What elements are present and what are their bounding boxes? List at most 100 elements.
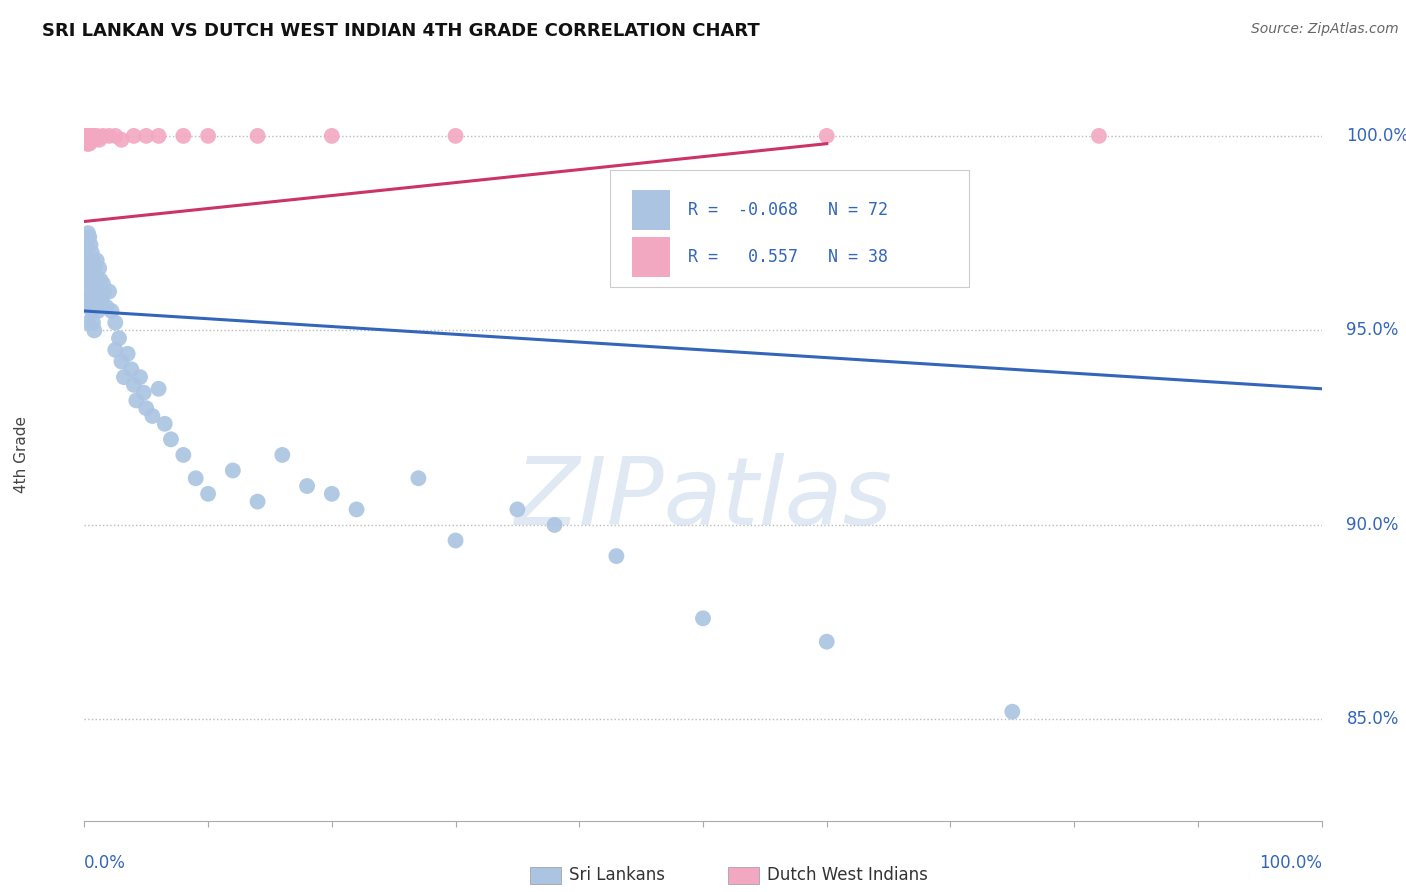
Point: [91, 128, 114, 143]
Point: [79, 237, 101, 252]
Point: [82, 253, 104, 268]
Point: [91, 277, 114, 291]
Point: [79, 128, 101, 143]
Point: [79, 128, 101, 143]
Text: 100.0%: 100.0%: [1347, 127, 1406, 145]
Point: [75, 133, 97, 147]
Point: [141, 409, 163, 423]
Point: [77, 253, 100, 268]
Point: [104, 343, 127, 357]
Point: [246, 128, 269, 143]
Point: [110, 354, 132, 368]
Point: [93, 285, 115, 299]
Point: [125, 393, 148, 408]
Point: [77, 285, 100, 299]
Point: [76, 133, 98, 147]
Point: [82, 285, 104, 299]
Point: [197, 128, 219, 143]
Point: [77, 133, 100, 147]
Point: [122, 128, 145, 143]
Point: [543, 518, 565, 533]
Point: [444, 128, 467, 143]
Point: [83, 293, 105, 307]
Bar: [530, 867, 561, 884]
Point: [77, 133, 100, 147]
Point: [83, 261, 105, 276]
Point: [246, 494, 269, 508]
Text: ZIPatlas: ZIPatlas: [515, 453, 891, 544]
FancyBboxPatch shape: [610, 169, 969, 286]
Point: [76, 133, 98, 147]
Point: [104, 316, 127, 330]
Point: [84, 268, 107, 283]
Point: [98, 285, 121, 299]
Point: [83, 323, 105, 337]
Point: [108, 331, 131, 345]
Point: [80, 128, 103, 143]
Point: [76, 293, 98, 307]
Point: [80, 133, 103, 147]
Point: [79, 136, 101, 151]
Point: [1001, 705, 1024, 719]
Point: [135, 128, 157, 143]
Point: [184, 471, 207, 485]
Text: Source: ZipAtlas.com: Source: ZipAtlas.com: [1251, 22, 1399, 37]
Point: [605, 549, 627, 563]
Point: [80, 304, 103, 318]
Point: [271, 448, 294, 462]
Text: 85.0%: 85.0%: [1347, 711, 1399, 729]
Point: [89, 293, 111, 307]
Point: [75, 133, 97, 147]
Text: R =  -0.068   N = 72: R = -0.068 N = 72: [688, 201, 889, 219]
Text: R =   0.557   N = 38: R = 0.557 N = 38: [688, 248, 889, 266]
Point: [129, 370, 152, 384]
Point: [100, 304, 122, 318]
Point: [122, 377, 145, 392]
Point: [80, 277, 103, 291]
Text: Dutch West Indians: Dutch West Indians: [768, 866, 928, 885]
Point: [408, 471, 430, 485]
Bar: [633, 236, 669, 277]
Text: 100.0%: 100.0%: [1258, 854, 1322, 871]
Point: [321, 487, 343, 501]
Point: [87, 277, 110, 291]
Point: [89, 261, 111, 276]
Point: [117, 347, 139, 361]
Point: [90, 293, 112, 307]
Point: [75, 245, 97, 260]
Point: [76, 128, 98, 143]
Point: [148, 382, 170, 396]
Point: [79, 300, 101, 314]
Point: [112, 370, 135, 384]
Point: [172, 128, 194, 143]
Point: [104, 128, 127, 143]
Point: [1088, 128, 1111, 143]
Point: [815, 128, 838, 143]
Text: 90.0%: 90.0%: [1347, 516, 1399, 534]
Point: [77, 128, 100, 143]
Point: [98, 128, 121, 143]
Point: [89, 133, 111, 147]
Point: [75, 128, 97, 143]
Point: [79, 261, 101, 276]
Point: [295, 479, 318, 493]
Point: [76, 268, 98, 283]
Text: SRI LANKAN VS DUTCH WEST INDIAN 4TH GRADE CORRELATION CHART: SRI LANKAN VS DUTCH WEST INDIAN 4TH GRAD…: [42, 22, 759, 40]
Point: [79, 133, 101, 147]
Point: [89, 273, 111, 287]
Point: [76, 136, 98, 151]
Point: [321, 128, 343, 143]
Point: [87, 304, 110, 318]
Point: [76, 237, 98, 252]
Point: [77, 136, 100, 151]
Point: [110, 133, 132, 147]
Point: [75, 128, 97, 143]
Point: [172, 448, 194, 462]
Point: [77, 226, 100, 240]
Point: [82, 316, 104, 330]
Point: [82, 128, 104, 143]
Point: [76, 128, 98, 143]
Point: [444, 533, 467, 548]
Point: [692, 611, 714, 625]
Point: [148, 128, 170, 143]
